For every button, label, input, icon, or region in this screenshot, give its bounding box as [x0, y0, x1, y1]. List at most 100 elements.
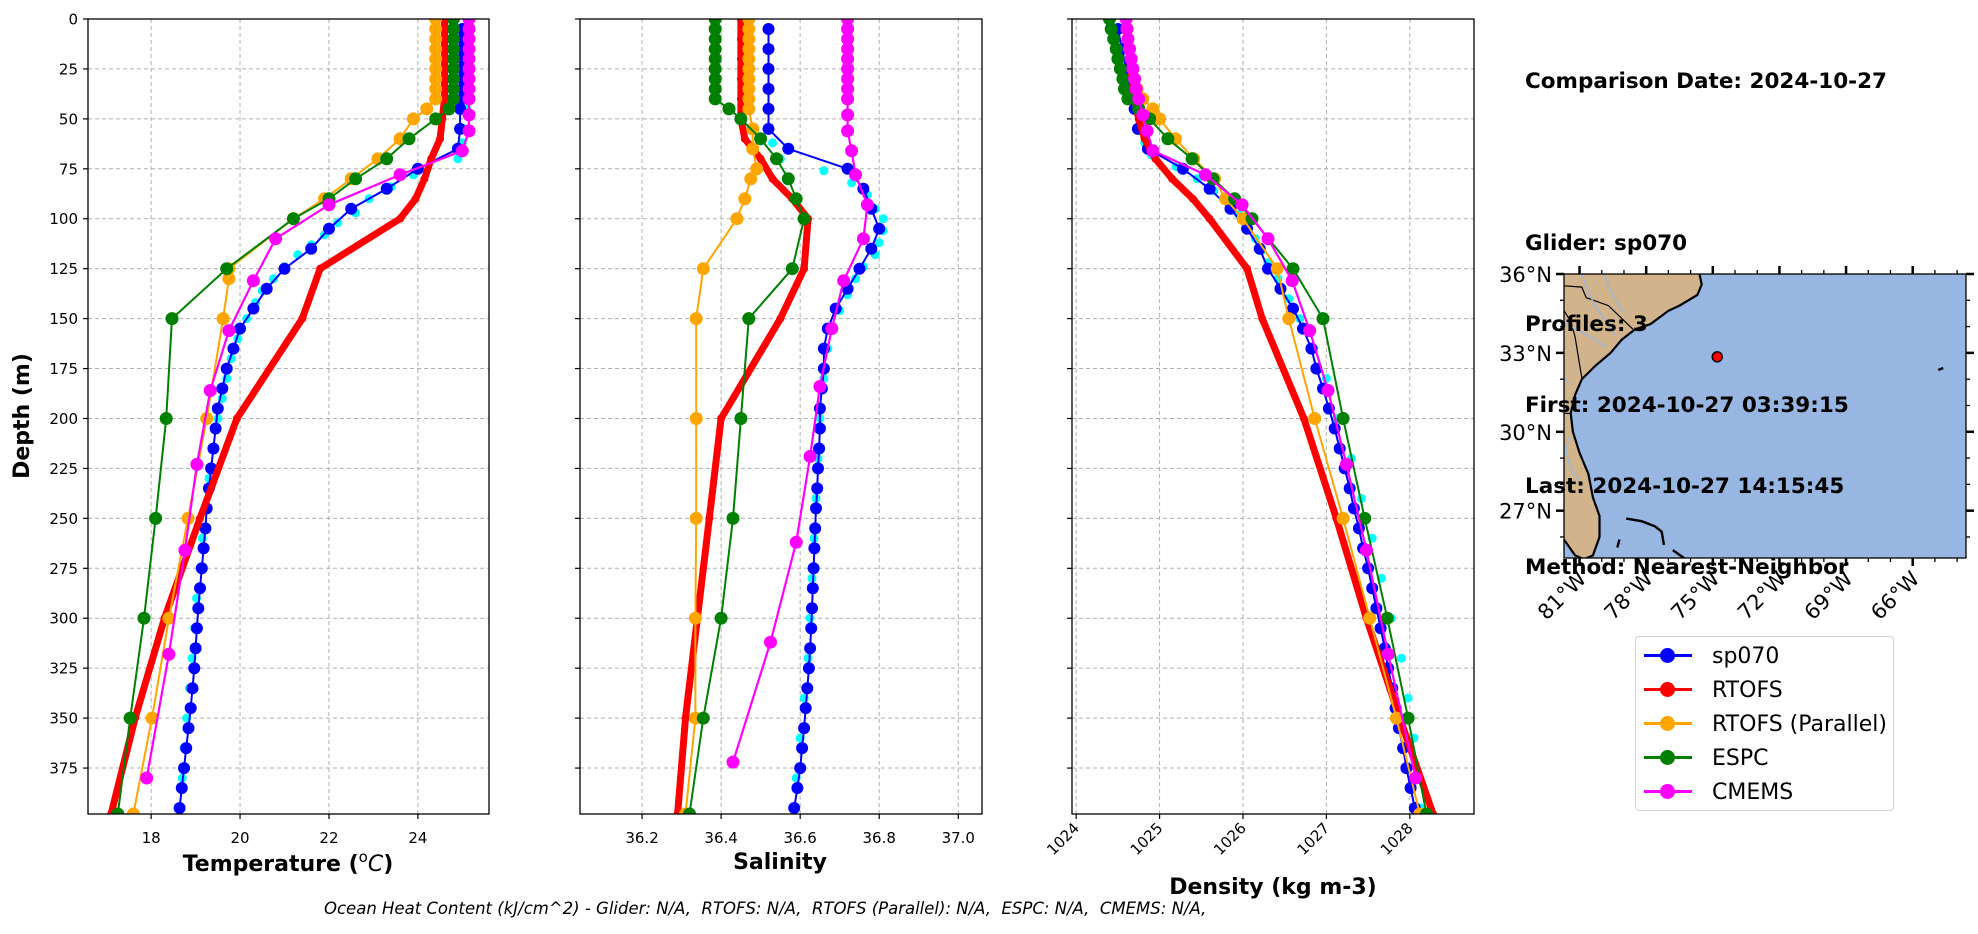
temperature-panel: 0 25 50 75 100 125 150 175 200 225 250 275 300 325 350… — [49, 11, 490, 847]
data-point-rtofs-parallel — [429, 62, 443, 76]
last-profile-time: Last: 2024-10-27 14:15:45 — [1525, 474, 1845, 499]
bermuda — [1937, 366, 1944, 372]
data-point-cmems — [462, 42, 476, 56]
x-tick-label: 36.8 — [863, 829, 896, 847]
data-point-cmems — [178, 543, 192, 557]
data-point-sp070 — [454, 102, 467, 115]
legend: sp070 RTOFS RTOFS (Parallel) ESPC CMEMS — [1635, 636, 1894, 811]
data-point-espc — [708, 52, 722, 66]
data-point-rtofs-parallel — [689, 312, 703, 326]
legend-label: CMEMS — [1712, 779, 1794, 805]
data-point-cmems — [1126, 62, 1140, 76]
data-point-sp070 — [762, 82, 775, 95]
data-point-sp070 — [345, 202, 358, 215]
glider-name: Glider: sp070 — [1525, 231, 1688, 256]
data-point-cmems — [1129, 82, 1143, 96]
data-point-cmems — [841, 124, 855, 138]
x-tick-label: 36.4 — [704, 829, 737, 847]
data-point-rtofs-parallel — [429, 52, 443, 66]
data-point-espc — [165, 312, 179, 326]
data-point-rtofs-parallel — [689, 511, 703, 525]
data-point-rtofs-parallel — [742, 82, 756, 96]
x-tick-label: 1025 — [1127, 819, 1167, 859]
data-point-espc — [149, 511, 163, 525]
data-point-sp070 — [782, 142, 795, 155]
island-coastline — [1626, 517, 1666, 546]
data-point-sp070 — [1253, 242, 1266, 255]
data-point-sp070 — [1262, 262, 1274, 275]
data-point-sp070 — [812, 462, 824, 475]
data-point-espc — [220, 262, 234, 276]
data-point-rtofs — [1258, 314, 1267, 323]
data-point-espc — [446, 42, 460, 56]
data-point-rtofs-parallel — [696, 262, 710, 276]
data-point-sp070 — [278, 262, 291, 275]
data-point-sp070 — [199, 522, 212, 535]
data-point-espc — [1380, 611, 1394, 625]
series-cmems — [1119, 19, 1423, 785]
land — [1564, 274, 1702, 558]
data-point-espc — [1113, 62, 1127, 76]
data-point-espc — [111, 807, 125, 814]
data-point-cmems — [246, 274, 260, 288]
data-point-rtofs-parallel — [1153, 112, 1167, 126]
data-point-espc — [446, 92, 460, 106]
y-tick-label: 125 — [49, 260, 78, 278]
data-point-cmems — [841, 92, 855, 106]
data-point-sp070 — [190, 622, 203, 635]
data-point-cmems — [1121, 32, 1135, 46]
temperature-axis-title-sup: o — [359, 848, 368, 866]
series-group — [107, 19, 476, 814]
y-tick-label: 200 — [49, 410, 78, 428]
data-point-rtofs-parallel — [429, 72, 443, 86]
data-point-rtofs — [1168, 174, 1177, 183]
data-point-rtofs-parallel — [1236, 212, 1250, 226]
data-point-espc — [785, 262, 799, 276]
first-profile-time: First: 2024-10-27 03:39:15 — [1525, 393, 1849, 418]
data-point-rtofs-parallel — [750, 162, 764, 176]
data-point-espc — [770, 152, 783, 166]
data-point-espc — [708, 92, 722, 106]
data-point-sp070 — [762, 43, 775, 55]
data-point-glider-raw — [803, 653, 813, 663]
data-point-espc — [1358, 511, 1372, 525]
data-point-espc — [1121, 92, 1135, 106]
y-tick-label: 75 — [59, 160, 78, 178]
data-point-sp070 — [802, 662, 815, 675]
state-border — [1564, 310, 1583, 378]
data-point-espc — [714, 611, 728, 625]
data-point-glider-raw — [268, 274, 278, 284]
data-point-glider-raw — [1403, 693, 1413, 703]
data-point-sp070 — [186, 682, 199, 695]
data-point-cmems — [462, 92, 476, 106]
data-point-espc — [708, 72, 722, 86]
data-point-espc — [380, 152, 394, 166]
density-axis-title: Density (kg m-3) — [1169, 875, 1377, 900]
data-point-glider-raw — [819, 166, 829, 176]
axes-frame — [579, 18, 983, 815]
data-point-rtofs-parallel — [1389, 711, 1403, 725]
island-coastline — [1672, 549, 1685, 558]
data-point-rtofs-parallel — [393, 132, 407, 146]
data-point-rtofs-parallel — [222, 272, 236, 286]
river — [1564, 320, 1607, 349]
data-point-espc — [1336, 412, 1350, 425]
data-point-sp070 — [808, 542, 821, 555]
y-tick-label: 175 — [49, 360, 78, 378]
data-point-rtofs-parallel — [738, 192, 752, 206]
data-point-espc — [1104, 22, 1118, 36]
data-point-rtofs-parallel — [742, 42, 756, 56]
data-point-sp070 — [323, 222, 335, 235]
x-tick-label: 22 — [319, 829, 338, 847]
data-point-sp070 — [207, 442, 220, 455]
x-tick-label: 36.6 — [783, 829, 816, 847]
data-point-rtofs — [440, 94, 449, 103]
data-point-espc — [446, 22, 460, 36]
data-point-sp070 — [873, 222, 886, 235]
data-point-cmems — [764, 635, 777, 649]
river — [1564, 376, 1569, 385]
data-point-cmems — [462, 72, 476, 86]
data-point-rtofs — [800, 264, 809, 273]
x-tick-label: 36.2 — [625, 829, 658, 847]
